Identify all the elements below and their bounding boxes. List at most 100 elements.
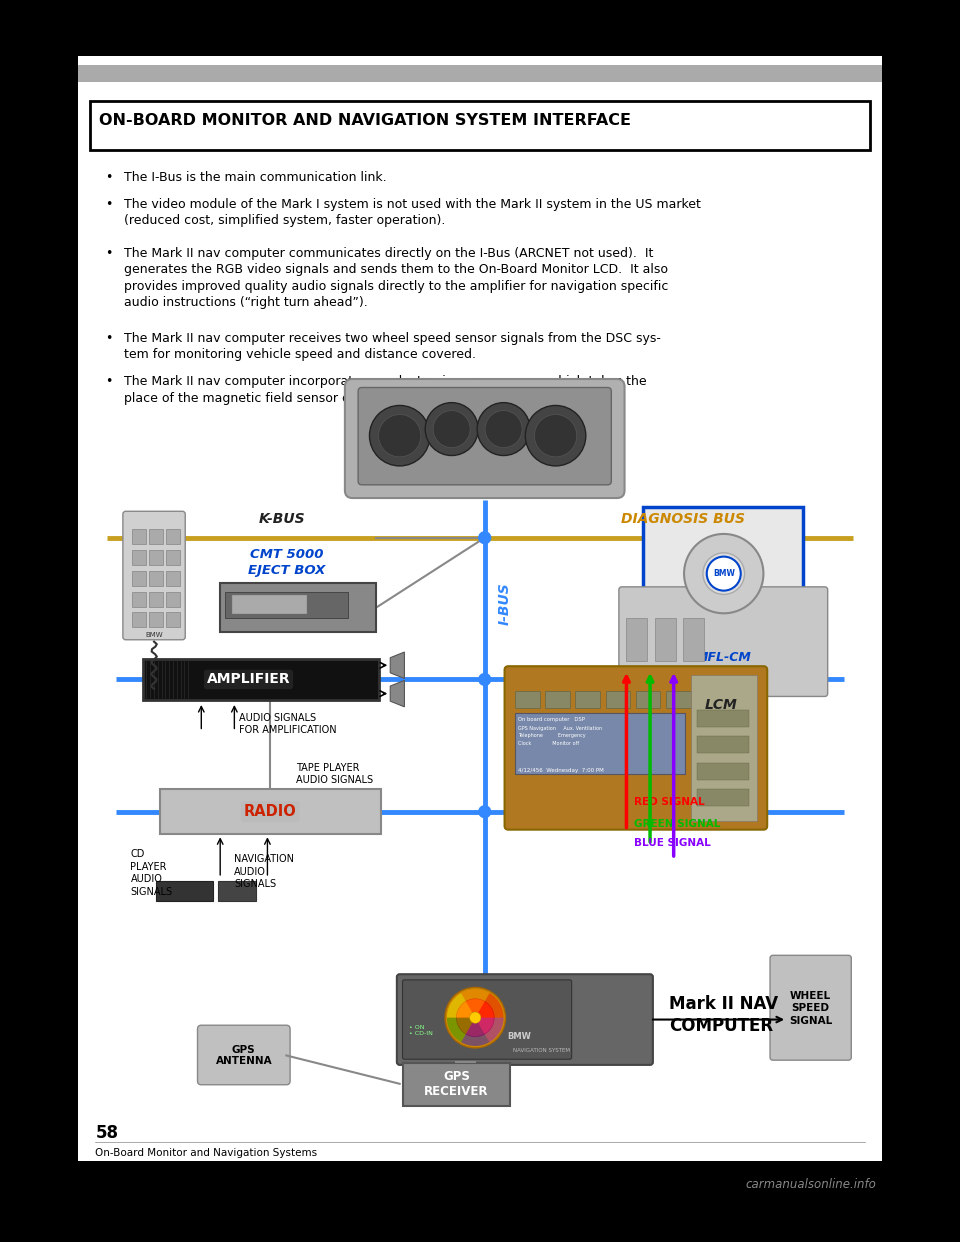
- Text: WHEEL
SPEED
SIGNAL: WHEEL SPEED SIGNAL: [789, 991, 832, 1026]
- Wedge shape: [475, 994, 504, 1017]
- Text: •: •: [105, 375, 112, 389]
- Text: MFL-CM: MFL-CM: [696, 651, 752, 664]
- Text: BLUE SIGNAL: BLUE SIGNAL: [634, 837, 710, 847]
- Bar: [575, 691, 600, 708]
- Bar: [143, 658, 379, 700]
- Bar: [218, 881, 256, 902]
- Bar: [132, 550, 146, 565]
- Wedge shape: [461, 990, 490, 1017]
- Circle shape: [478, 532, 492, 544]
- Polygon shape: [391, 652, 404, 678]
- Bar: [545, 691, 569, 708]
- Text: GPS Navigation     Aux. Ventilation: GPS Navigation Aux. Ventilation: [517, 725, 602, 730]
- Bar: [225, 591, 348, 619]
- FancyBboxPatch shape: [396, 974, 653, 1064]
- Text: •: •: [105, 332, 112, 345]
- Text: CD
PLAYER
AUDIO
SIGNALS: CD PLAYER AUDIO SIGNALS: [131, 850, 173, 897]
- Circle shape: [707, 556, 741, 591]
- Polygon shape: [391, 681, 404, 707]
- Wedge shape: [447, 1017, 475, 1042]
- Text: Mark II NAV
COMPUTER: Mark II NAV COMPUTER: [669, 995, 778, 1035]
- FancyBboxPatch shape: [123, 512, 185, 640]
- Text: carmanualsonline.info: carmanualsonline.info: [746, 1179, 876, 1191]
- Bar: [166, 571, 180, 586]
- FancyBboxPatch shape: [643, 508, 804, 638]
- Circle shape: [478, 673, 492, 686]
- Text: DIAGNOSIS BUS: DIAGNOSIS BUS: [621, 513, 745, 527]
- Text: ON-BOARD MONITOR AND NAVIGATION SYSTEM INTERFACE: ON-BOARD MONITOR AND NAVIGATION SYSTEM I…: [99, 113, 632, 128]
- Text: RED SIGNAL: RED SIGNAL: [634, 797, 705, 807]
- Text: On board computer   DSP: On board computer DSP: [517, 717, 585, 723]
- Bar: [220, 582, 376, 632]
- Bar: [166, 612, 180, 627]
- Bar: [132, 571, 146, 586]
- Text: CMT 5000
EJECT BOX: CMT 5000 EJECT BOX: [248, 549, 325, 578]
- Text: •: •: [105, 247, 112, 260]
- Bar: [231, 595, 307, 615]
- Bar: [697, 709, 749, 727]
- Bar: [150, 612, 162, 627]
- Bar: [132, 612, 146, 627]
- Bar: [690, 674, 756, 821]
- Circle shape: [469, 1012, 481, 1023]
- Text: • ON
• CD-IN: • ON • CD-IN: [409, 1026, 433, 1036]
- Text: GPS
RECEIVER: GPS RECEIVER: [424, 1069, 489, 1098]
- Bar: [697, 763, 749, 780]
- FancyBboxPatch shape: [358, 388, 612, 484]
- Bar: [166, 529, 180, 544]
- Wedge shape: [461, 1017, 490, 1046]
- Circle shape: [477, 402, 530, 456]
- Bar: [697, 789, 749, 806]
- Text: The Mark II nav computer receives two wheel speed sensor signals from the DSC sy: The Mark II nav computer receives two wh…: [124, 332, 660, 361]
- Bar: [132, 591, 146, 606]
- Circle shape: [433, 411, 470, 447]
- Text: GREEN SIGNAL: GREEN SIGNAL: [634, 818, 720, 828]
- Circle shape: [684, 534, 763, 614]
- FancyBboxPatch shape: [198, 1025, 290, 1084]
- Circle shape: [456, 999, 494, 1037]
- FancyBboxPatch shape: [505, 666, 767, 830]
- FancyBboxPatch shape: [345, 379, 625, 498]
- Circle shape: [485, 411, 522, 447]
- Text: BMW: BMW: [508, 1032, 532, 1041]
- Circle shape: [445, 987, 506, 1048]
- Bar: [132, 529, 146, 544]
- Text: Clock              Monitor off: Clock Monitor off: [517, 740, 579, 746]
- Bar: [606, 691, 630, 708]
- FancyBboxPatch shape: [402, 1063, 510, 1107]
- FancyBboxPatch shape: [402, 980, 571, 1059]
- Text: I-BUS: I-BUS: [498, 582, 512, 625]
- Text: K-BUS: K-BUS: [258, 513, 305, 527]
- Text: 58: 58: [95, 1124, 118, 1141]
- Bar: [515, 691, 540, 708]
- Bar: [90, 102, 870, 150]
- Bar: [627, 619, 647, 661]
- Text: On-Board Monitor and Navigation Systems: On-Board Monitor and Navigation Systems: [95, 1148, 318, 1158]
- Text: BMW: BMW: [145, 632, 163, 638]
- FancyBboxPatch shape: [159, 789, 381, 835]
- Text: RADIO: RADIO: [244, 805, 297, 820]
- Text: •: •: [105, 171, 112, 184]
- Text: GPS
ANTENNA: GPS ANTENNA: [215, 1045, 272, 1066]
- Wedge shape: [447, 994, 475, 1017]
- Bar: [697, 737, 749, 753]
- Bar: [150, 591, 162, 606]
- Bar: [684, 619, 704, 661]
- Text: •: •: [105, 197, 112, 211]
- Bar: [636, 691, 660, 708]
- Bar: [150, 550, 162, 565]
- Text: NAVIGATION SYSTEM: NAVIGATION SYSTEM: [513, 1048, 570, 1053]
- Text: NAVIGATION
AUDIO
SIGNALS: NAVIGATION AUDIO SIGNALS: [234, 854, 295, 889]
- Circle shape: [370, 405, 430, 466]
- Text: BMW: BMW: [713, 569, 734, 578]
- Bar: [666, 691, 690, 708]
- Text: The Mark II nav computer communicates directly on the I-Bus (ARCNET not used).  : The Mark II nav computer communicates di…: [124, 247, 668, 309]
- Bar: [150, 571, 162, 586]
- Bar: [79, 66, 881, 82]
- Bar: [156, 881, 212, 902]
- FancyBboxPatch shape: [770, 955, 852, 1061]
- Circle shape: [703, 553, 745, 595]
- Circle shape: [478, 805, 492, 818]
- Text: TAPE PLAYER
AUDIO SIGNALS: TAPE PLAYER AUDIO SIGNALS: [296, 763, 372, 785]
- Text: The I-Bus is the main communication link.: The I-Bus is the main communication link…: [124, 171, 387, 184]
